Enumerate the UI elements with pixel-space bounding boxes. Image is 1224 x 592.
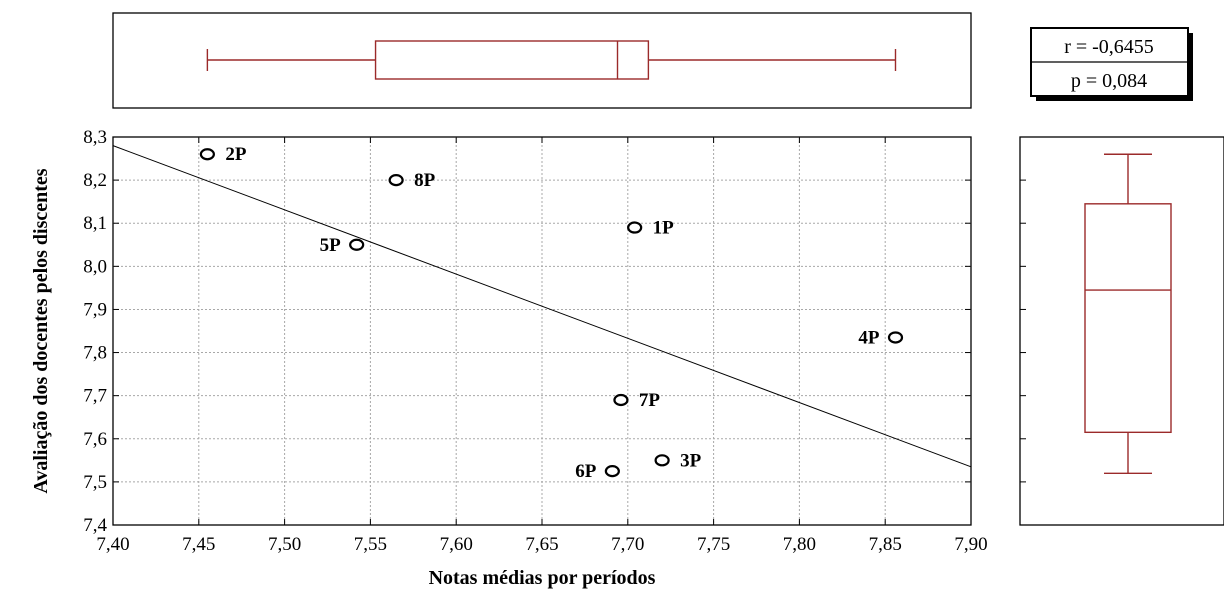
point-label: 5P xyxy=(320,235,342,256)
stat-r: r = -0,6455 xyxy=(1064,36,1154,58)
data-point xyxy=(654,454,670,467)
y-tick-label: 8,0 xyxy=(83,256,107,277)
x-tick-label: 7,60 xyxy=(440,534,473,555)
y-tick-label: 8,1 xyxy=(83,213,107,234)
y-tick-label: 7,9 xyxy=(83,299,107,320)
x-tick-label: 7,65 xyxy=(525,534,558,555)
y-tick-label: 8,3 xyxy=(83,127,107,148)
point-label: 4P xyxy=(858,327,880,348)
right-boxplot-ticks xyxy=(1020,179,1026,483)
stat-p: p = 0,084 xyxy=(1071,70,1147,92)
y-axis-ticks: 7,4 7,5 7,6 7,7 7,8 7,9 8,0 8,1 8,2 8,3 xyxy=(83,127,971,536)
x-tick-label: 7,80 xyxy=(783,534,816,555)
y-tick-label: 7,5 xyxy=(83,472,107,493)
data-point xyxy=(887,331,904,344)
point-label: 8P xyxy=(414,170,436,191)
data-point xyxy=(613,393,629,407)
x-tick-label: 7,45 xyxy=(182,534,215,555)
regression-line xyxy=(112,145,972,468)
x-tick-label: 7,70 xyxy=(611,534,644,555)
point-label: 6P xyxy=(575,461,597,482)
y-tick-label: 7,4 xyxy=(83,515,107,536)
x-tick-label: 7,55 xyxy=(354,534,387,555)
grid xyxy=(113,137,971,525)
x-tick-label: 7,90 xyxy=(954,534,987,555)
y-tick-label: 7,7 xyxy=(83,386,107,407)
x-tick-label: 7,85 xyxy=(869,534,902,555)
point-label: 7P xyxy=(639,390,661,411)
y-tick-label: 8,2 xyxy=(83,170,107,191)
point-label: 1P xyxy=(653,218,675,239)
y-tick-label: 7,6 xyxy=(83,429,107,450)
x-tick-label: 7,50 xyxy=(268,534,301,555)
point-label: 3P xyxy=(680,450,702,471)
x-axis-ticks: 7,40 7,45 7,50 7,55 7,60 7,65 7,70 7,75 7,80 7,85… xyxy=(96,137,988,555)
x-axis-title: Notas médias por períodos xyxy=(429,567,656,589)
stats-box: r = -0,6455 p = 0,084 xyxy=(1030,27,1193,101)
top-boxplot xyxy=(206,40,897,80)
data-point xyxy=(604,465,620,478)
top-box xyxy=(374,40,650,80)
data-points: 2P 8P 1P 5P 4P 7P 3P 6P xyxy=(199,144,904,482)
right-box xyxy=(1084,203,1172,434)
data-point xyxy=(388,174,404,187)
regression-line-group xyxy=(112,145,972,468)
data-point xyxy=(199,148,215,161)
point-label: 2P xyxy=(225,144,247,165)
right-boxplot xyxy=(1084,153,1172,474)
y-axis-title: Avaliação dos docentes pelos discentes xyxy=(30,168,52,493)
x-tick-label: 7,40 xyxy=(96,534,129,555)
x-tick-label: 7,75 xyxy=(697,534,730,555)
y-tick-label: 7,8 xyxy=(83,343,107,364)
data-point xyxy=(349,238,365,251)
data-point xyxy=(627,221,643,234)
